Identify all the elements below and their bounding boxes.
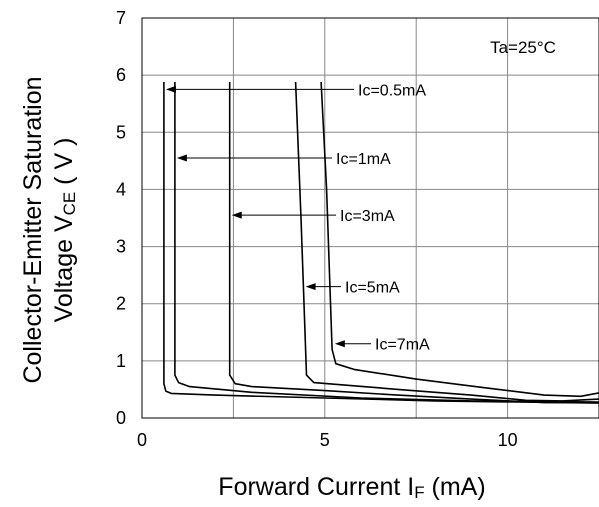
y-axis-title-line1: Collector-Emitter Saturation [19,76,47,383]
y-tick-labels: 0 1 2 3 4 5 6 7 [116,8,126,428]
y-tick-label: 2 [116,294,126,314]
series-line-2 [174,82,599,403]
annotation-arrowhead-1 [165,85,176,93]
x-tick-label: 10 [498,430,518,450]
series-line-3 [228,82,599,404]
x-axis-title-sub: F [414,483,424,502]
condition-label: Ta=25°C [490,38,556,57]
y-axis-title: Collector-Emitter Saturation Voltage VCE… [19,76,79,383]
series-group [163,81,599,404]
y-tick-label: 4 [116,179,126,199]
x-tick-label: 5 [320,430,330,450]
y-axis-title-line2-main: Voltage V [50,215,78,322]
series-label-3: Ic=3mA [340,208,395,225]
x-axis-title-unit: (mA) [425,473,486,501]
y-tick-label: 6 [116,65,126,85]
series-line-1 [163,82,599,404]
series-label-1: Ic=0.5mA [358,82,426,99]
y-tick-label: 1 [116,351,126,371]
plot-frame [141,17,599,419]
y-tick-label: 0 [116,408,126,428]
series-annotations: Ic=0.5mA Ic=1mA Ic=3mA Ic=5mA Ic=7mA [165,82,430,354]
annotation-arrowhead-4 [305,283,316,291]
annotation-arrowhead-2 [176,154,187,162]
x-tick-labels: 0 5 10 [137,430,518,450]
grid-lines [142,18,599,418]
series-line-4 [294,81,599,402]
y-tick-label: 7 [116,8,126,28]
series-label-4: Ic=5mA [345,280,400,297]
y-tick-label: 3 [116,237,126,257]
series-label-2: Ic=1mA [336,151,391,168]
x-axis-title: Forward Current IF (mA) [218,473,485,502]
annotation-arrowhead-3 [231,211,242,219]
y-axis-title-line2-sub: CE [60,192,79,216]
series-line-5 [320,81,599,398]
y-axis-title-line2: Voltage VCE ( V ) [50,138,79,323]
annotation-arrowhead-5 [334,340,345,348]
x-tick-label: 0 [137,430,147,450]
y-axis-title-line2-unit: ( V ) [50,138,78,192]
x-axis-title-main: Forward Current I [218,473,414,501]
y-tick-label: 5 [116,122,126,142]
series-label-5: Ic=7mA [375,337,430,354]
